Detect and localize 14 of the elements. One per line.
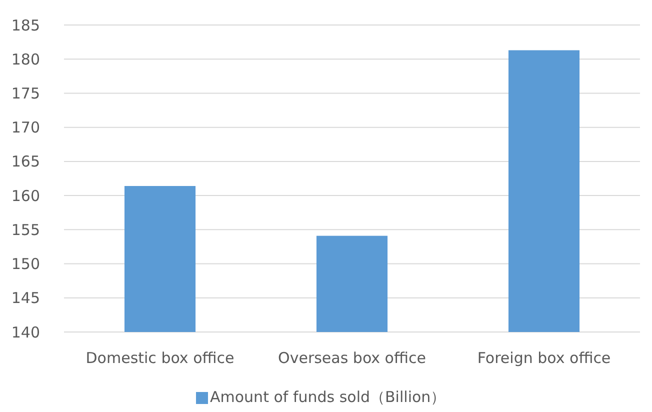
x-tick-label: Foreign box office: [477, 349, 611, 367]
y-tick-label: 185: [11, 16, 40, 34]
y-tick-label: 155: [11, 220, 40, 239]
y-tick-label: 170: [11, 118, 40, 137]
y-tick-label: 180: [11, 50, 40, 68]
y-tick-label: 160: [11, 186, 40, 205]
y-tick-label: 175: [11, 84, 40, 102]
x-tick-label: Domestic box office: [86, 349, 234, 367]
y-tick-label: 165: [11, 152, 40, 171]
x-tick-label: Overseas box office: [278, 349, 426, 367]
y-tick-label: 140: [11, 323, 40, 342]
legend-label: Amount of funds sold（Billion）: [210, 388, 446, 406]
y-tick-label: 145: [11, 289, 40, 308]
y-tick-label: 150: [11, 255, 40, 274]
